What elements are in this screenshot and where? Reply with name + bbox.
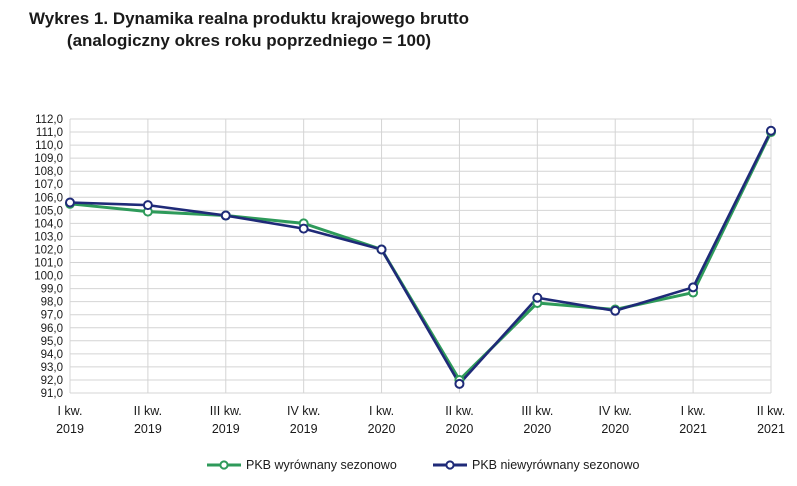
x-tick-label-quarter: III kw. — [210, 404, 242, 418]
series-1-point — [454, 378, 465, 389]
y-tick-label: 102,0 — [34, 244, 63, 256]
legend-item-not-seasonally-adjusted: PKB niewyrównany sezonowo — [433, 458, 639, 472]
x-axis-tick-labels: I kw. 2019 II kw. 2019 III kw. 2019 IV kw. 2019… — [56, 404, 785, 436]
y-tick-label: 98,0 — [41, 297, 63, 309]
y-tick-label: 111,0 — [36, 127, 63, 139]
legend-swatch-navy — [433, 460, 467, 470]
y-tick-label: 104,0 — [34, 218, 63, 230]
x-tick-label-quarter: II kw. — [134, 404, 162, 418]
chart-title-line-2: (analogiczny okres roku poprzedniego = 1… — [66, 31, 432, 50]
series-line-0 — [69, 131, 773, 382]
x-tick-label-year: 2019 — [290, 422, 318, 436]
line-chart: 91,092,093,094,095,096,097,098,099,0100,… — [34, 114, 785, 436]
x-tick-label-quarter: I kw. — [681, 404, 706, 418]
x-tick-label-year: 2019 — [212, 422, 240, 436]
y-tick-label: 91,0 — [41, 388, 63, 400]
series-1-point — [610, 305, 621, 316]
y-tick-label: 92,0 — [41, 375, 63, 387]
legend-swatch-green — [207, 460, 241, 470]
series-lines — [65, 125, 776, 389]
series-1-point — [532, 292, 543, 303]
series-1-point — [142, 200, 153, 211]
x-tick-label-quarter: II kw. — [445, 404, 473, 418]
y-tick-label: 109,0 — [34, 153, 63, 165]
y-tick-label: 105,0 — [34, 205, 63, 217]
y-tick-label: 100,0 — [34, 271, 63, 283]
y-tick-label: 94,0 — [41, 349, 63, 361]
y-tick-label: 108,0 — [34, 166, 63, 178]
y-axis-tick-labels: 91,092,093,094,095,096,097,098,099,0100,… — [34, 114, 63, 400]
x-tick-label-year: 2019 — [134, 422, 162, 436]
series-1-point — [376, 244, 387, 255]
x-tick-label-quarter: IV kw. — [287, 404, 320, 418]
chart-title: Wykres 1. Dynamika realna produktu krajo… — [14, 8, 484, 52]
x-tick-label-year: 2021 — [679, 422, 707, 436]
x-tick-label-quarter: I kw. — [369, 404, 394, 418]
x-tick-label-quarter: II kw. — [757, 404, 785, 418]
y-tick-label: 106,0 — [34, 192, 63, 204]
chart-title-line-1: Wykres 1. Dynamika realna produktu krajo… — [29, 9, 469, 28]
x-tick-label-quarter: IV kw. — [599, 404, 632, 418]
x-tick-label-year: 2020 — [601, 422, 629, 436]
x-tick-label-quarter: III kw. — [521, 404, 553, 418]
x-tick-label-year: 2020 — [446, 422, 474, 436]
x-tick-label-quarter: I kw. — [57, 404, 82, 418]
legend-label-not-seasonally-adjusted: PKB niewyrównany sezonowo — [472, 458, 640, 472]
series-line-1 — [69, 130, 773, 386]
x-tick-label-year: 2020 — [368, 422, 396, 436]
y-tick-label: 103,0 — [34, 231, 63, 243]
x-tick-label-year: 2020 — [523, 422, 551, 436]
legend-label-seasonally-adjusted: PKB wyrównany sezonowo — [246, 458, 397, 472]
y-tick-label: 93,0 — [41, 362, 63, 374]
series-1-point — [766, 125, 776, 136]
legend-item-seasonally-adjusted: PKB wyrównany sezonowo — [207, 458, 397, 472]
y-tick-label: 96,0 — [41, 323, 63, 335]
grid-lines — [69, 118, 772, 394]
series-1-point — [298, 223, 309, 234]
y-tick-label: 99,0 — [41, 284, 63, 296]
series-1-point — [688, 282, 699, 293]
y-tick-label: 101,0 — [34, 258, 63, 270]
x-tick-label-year: 2021 — [757, 422, 785, 436]
series-1-point — [220, 210, 231, 221]
x-tick-label-year: 2019 — [56, 422, 84, 436]
y-tick-label: 112,0 — [35, 114, 63, 126]
series-1-point — [65, 197, 75, 208]
y-tick-label: 107,0 — [34, 179, 63, 191]
y-tick-label: 95,0 — [41, 336, 63, 348]
y-tick-label: 110,0 — [35, 140, 63, 152]
legend: PKB wyrównany sezonowo PKB niewyrównany … — [0, 458, 797, 478]
y-tick-label: 97,0 — [41, 310, 63, 322]
